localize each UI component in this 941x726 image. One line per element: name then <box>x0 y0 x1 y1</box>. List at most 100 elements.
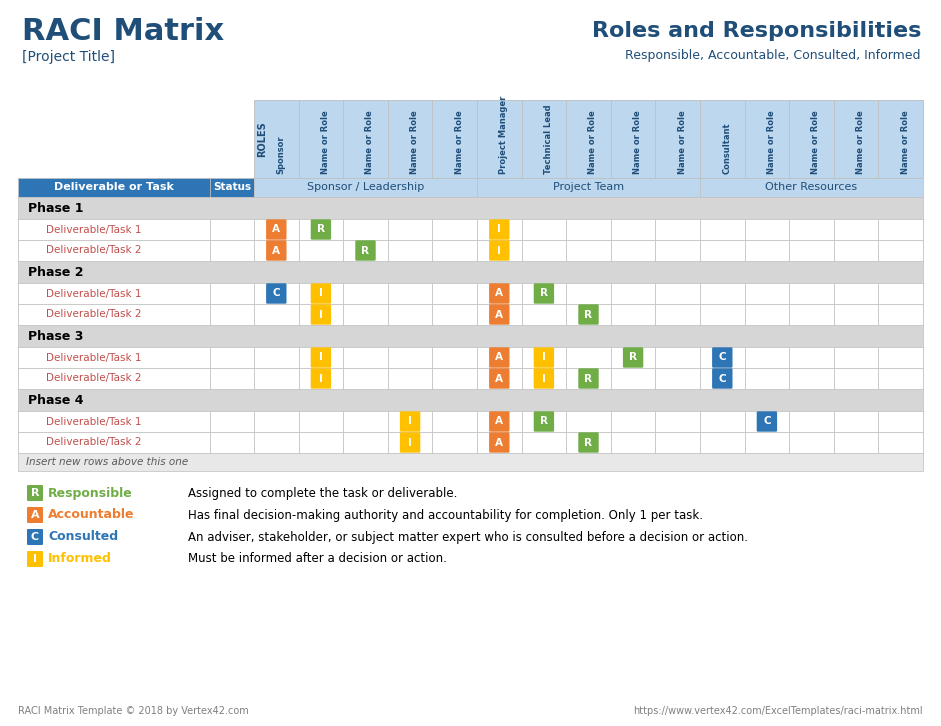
Text: Has final decision-making authority and accountability for completion. Only 1 pe: Has final decision-making authority and … <box>188 508 703 521</box>
Bar <box>700 219 744 240</box>
Bar <box>254 411 298 432</box>
Bar <box>700 240 744 261</box>
FancyBboxPatch shape <box>266 240 286 261</box>
Text: R: R <box>630 353 637 362</box>
Text: Status: Status <box>213 182 251 192</box>
Bar <box>566 283 611 304</box>
Text: Sponsor / Leadership: Sponsor / Leadership <box>307 182 424 192</box>
Text: R: R <box>540 417 548 426</box>
Bar <box>210 283 254 304</box>
Bar <box>521 368 566 389</box>
Bar <box>343 283 388 304</box>
Bar <box>566 411 611 432</box>
Bar <box>566 347 611 368</box>
Bar <box>789 411 834 432</box>
FancyBboxPatch shape <box>579 304 598 325</box>
FancyBboxPatch shape <box>489 240 509 261</box>
Text: Name or Role: Name or Role <box>365 110 375 174</box>
Text: I: I <box>498 224 502 234</box>
Bar <box>611 283 655 304</box>
Text: R: R <box>584 438 593 447</box>
Bar <box>566 368 611 389</box>
Bar <box>433 304 477 325</box>
Bar <box>388 100 433 178</box>
FancyBboxPatch shape <box>489 347 509 367</box>
FancyBboxPatch shape <box>311 368 331 388</box>
Bar <box>789 432 834 453</box>
Bar <box>744 411 789 432</box>
Bar <box>388 304 433 325</box>
Text: I: I <box>542 373 546 383</box>
Bar <box>700 432 744 453</box>
Text: Informed: Informed <box>48 552 112 566</box>
Text: Name or Role: Name or Role <box>588 110 598 174</box>
Bar <box>521 283 566 304</box>
Bar <box>18 240 210 261</box>
Bar <box>343 411 388 432</box>
Bar <box>18 283 923 304</box>
Text: Responsible: Responsible <box>48 486 133 499</box>
Text: Insert new rows above this one: Insert new rows above this one <box>26 457 188 467</box>
Text: Must be informed after a decision or action.: Must be informed after a decision or act… <box>188 552 447 566</box>
Text: Technical Lead: Technical Lead <box>544 105 553 174</box>
Text: I: I <box>498 245 502 256</box>
Bar <box>744 283 789 304</box>
Bar <box>878 240 923 261</box>
Bar <box>298 100 343 178</box>
Bar <box>834 100 878 178</box>
Bar <box>388 411 433 432</box>
Text: Name or Role: Name or Role <box>410 110 419 174</box>
FancyBboxPatch shape <box>266 219 286 240</box>
Bar <box>343 240 388 261</box>
Bar <box>878 411 923 432</box>
Bar <box>254 100 923 178</box>
Text: R: R <box>540 288 548 298</box>
Text: Accountable: Accountable <box>48 508 135 521</box>
Bar <box>566 100 611 178</box>
Bar <box>878 432 923 453</box>
Bar <box>655 283 700 304</box>
FancyBboxPatch shape <box>27 529 43 545</box>
Bar <box>521 240 566 261</box>
Bar <box>834 304 878 325</box>
Text: [Project Title]: [Project Title] <box>22 50 115 64</box>
Text: Phase 3: Phase 3 <box>28 330 84 343</box>
Text: I: I <box>542 353 546 362</box>
FancyBboxPatch shape <box>489 368 509 388</box>
FancyBboxPatch shape <box>489 304 509 325</box>
Bar <box>878 368 923 389</box>
Bar <box>744 368 789 389</box>
Bar <box>566 432 611 453</box>
Text: Deliverable/Task 1: Deliverable/Task 1 <box>46 288 141 298</box>
Text: Roles and Responsibilities: Roles and Responsibilities <box>592 21 921 41</box>
Bar <box>254 347 298 368</box>
Bar <box>477 283 521 304</box>
Bar <box>566 240 611 261</box>
Bar <box>878 347 923 368</box>
Bar <box>254 240 298 261</box>
Bar <box>477 178 700 197</box>
Text: I: I <box>319 353 323 362</box>
Text: Name or Role: Name or Role <box>633 110 642 174</box>
Bar <box>254 283 298 304</box>
Text: Deliverable/Task 2: Deliverable/Task 2 <box>46 245 141 256</box>
Bar <box>655 100 700 178</box>
Bar <box>18 219 210 240</box>
Bar <box>18 411 923 432</box>
Bar <box>566 304 611 325</box>
Bar <box>700 368 744 389</box>
Bar <box>834 347 878 368</box>
Bar <box>789 219 834 240</box>
Text: Deliverable or Task: Deliverable or Task <box>54 182 174 192</box>
FancyBboxPatch shape <box>579 432 598 453</box>
Bar <box>18 219 923 240</box>
Bar <box>388 240 433 261</box>
Bar <box>433 432 477 453</box>
Text: C: C <box>719 353 726 362</box>
Bar <box>521 304 566 325</box>
Bar <box>254 432 298 453</box>
Bar <box>834 240 878 261</box>
Bar <box>298 347 343 368</box>
Text: I: I <box>319 288 323 298</box>
Bar <box>834 219 878 240</box>
